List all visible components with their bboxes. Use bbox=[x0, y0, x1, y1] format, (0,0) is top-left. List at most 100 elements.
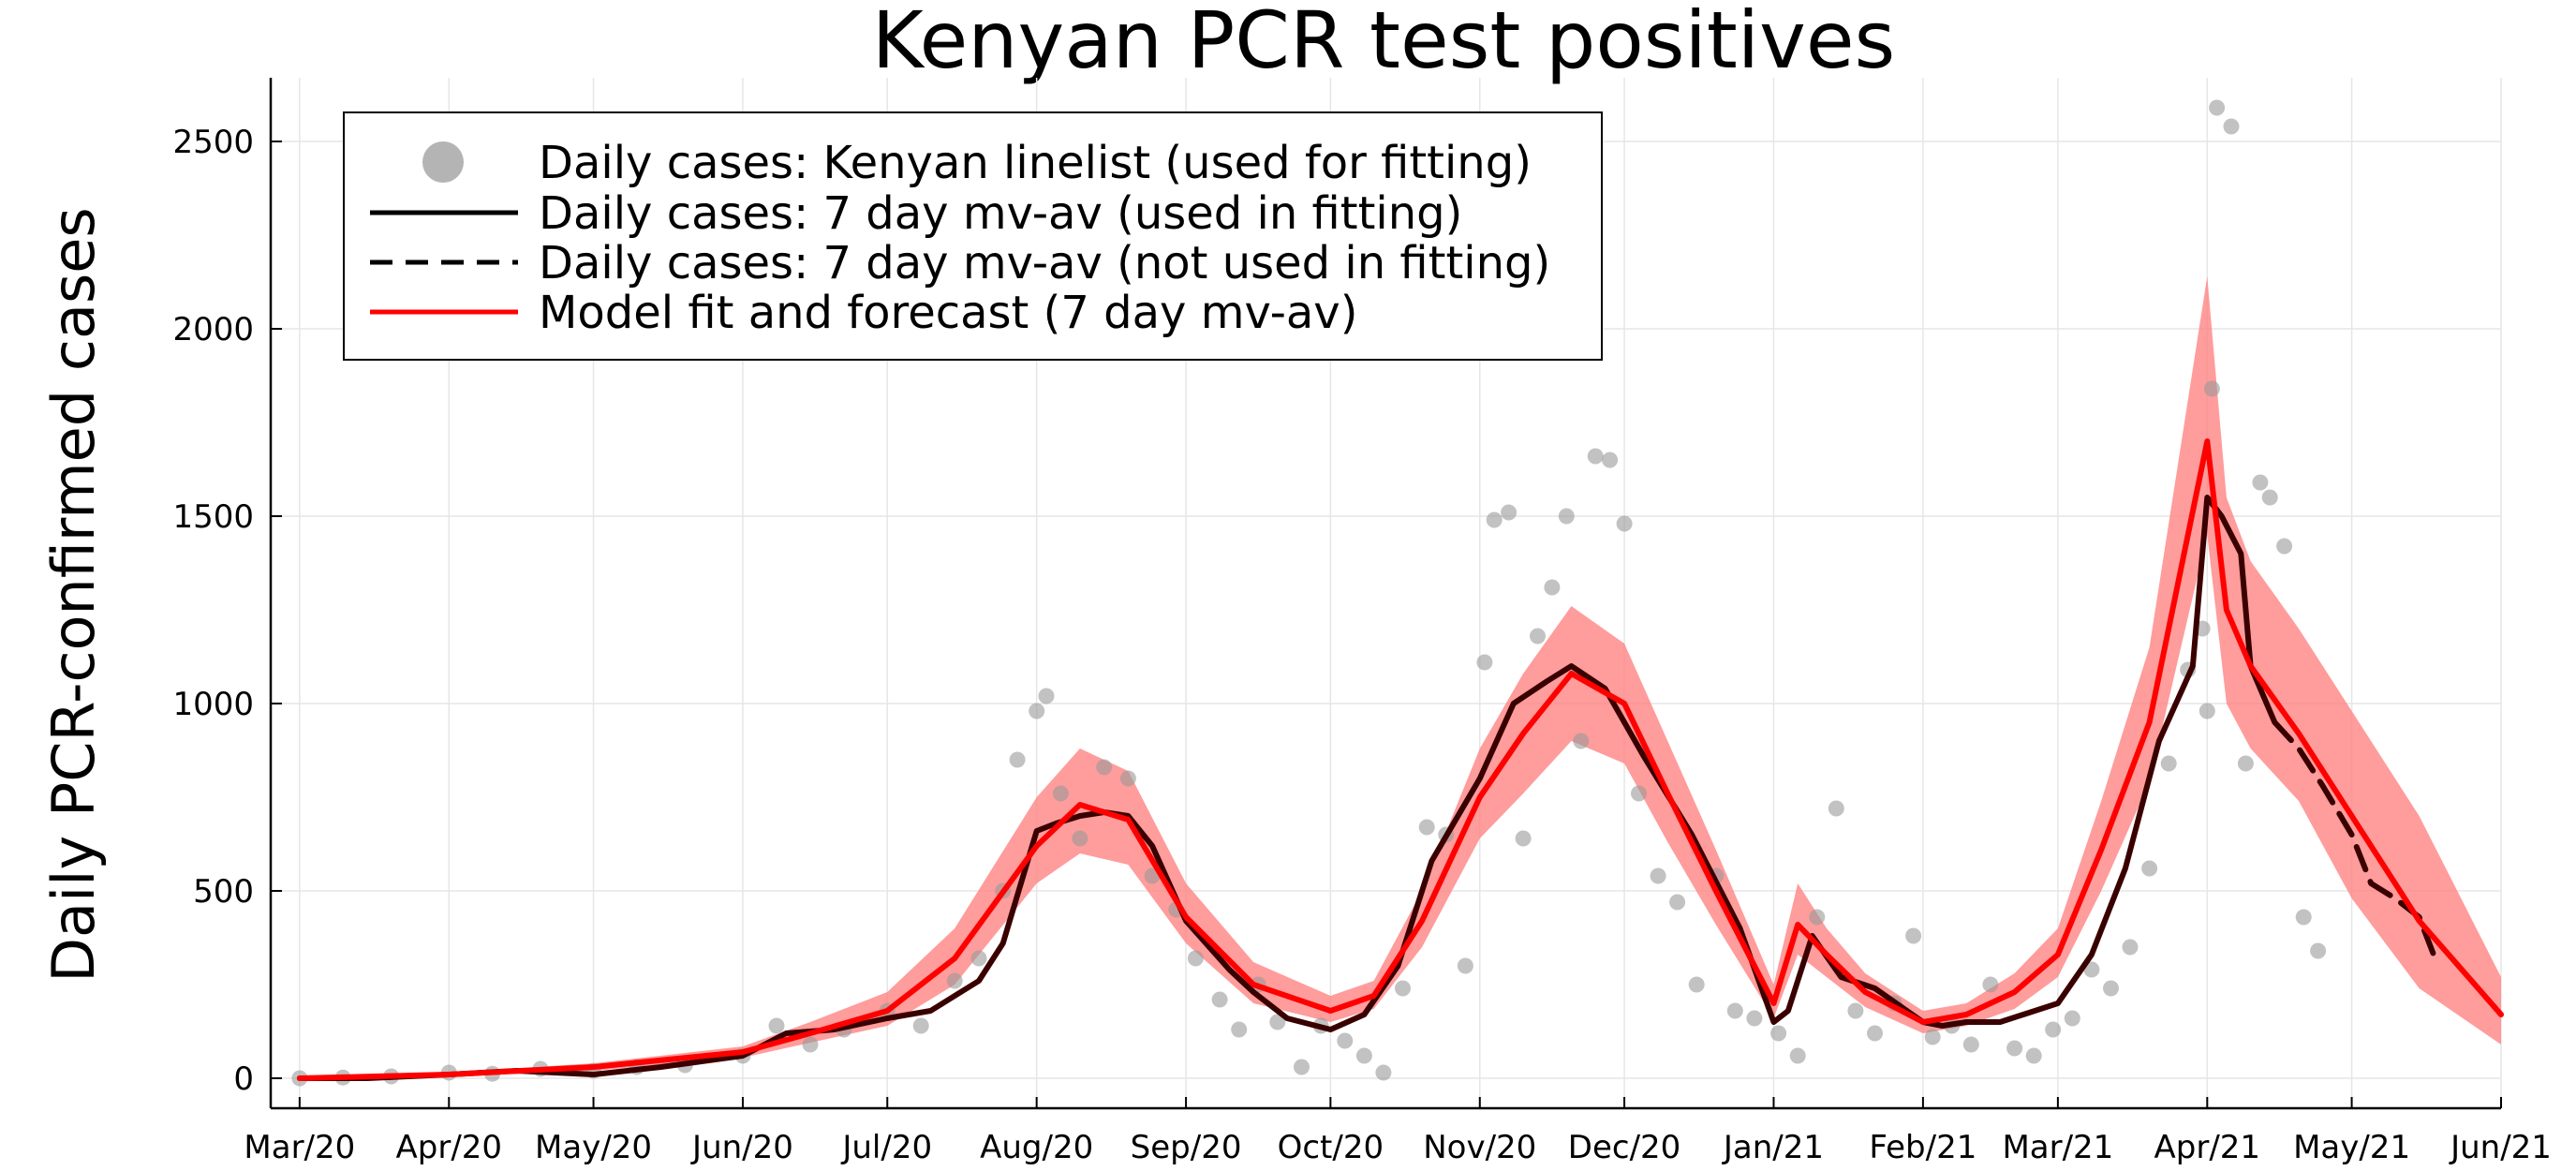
daily-case-point bbox=[1515, 830, 1532, 847]
daily-case-point bbox=[2223, 118, 2240, 135]
daily-case-point bbox=[2198, 703, 2215, 719]
x-tick-label: Sep/20 bbox=[1131, 1129, 1242, 1166]
daily-case-point bbox=[1187, 950, 1204, 967]
axes bbox=[269, 78, 2502, 1110]
daily-case-point bbox=[1573, 733, 1590, 749]
x-tick-label: May/20 bbox=[535, 1129, 652, 1166]
daily-case-point bbox=[1231, 1021, 1248, 1038]
daily-case-point bbox=[1587, 448, 1604, 465]
daily-case-point bbox=[2295, 909, 2312, 926]
legend-label-scatter: Daily cases: Kenyan linelist (used for f… bbox=[539, 137, 1532, 189]
daily-case-point bbox=[1072, 830, 1088, 847]
daily-case-point bbox=[1602, 452, 1619, 468]
daily-case-point bbox=[1688, 976, 1705, 993]
daily-case-point bbox=[946, 972, 963, 989]
x-tick-label: Jun/20 bbox=[690, 1129, 793, 1166]
daily-case-point bbox=[1052, 785, 1069, 802]
x-tick-label: May/21 bbox=[2293, 1129, 2410, 1166]
x-tick-label: Aug/20 bbox=[980, 1129, 1093, 1166]
legend-marker-scatter bbox=[422, 141, 464, 183]
y-axis-label: Daily PCR-confirmed cases bbox=[39, 207, 108, 982]
legend-label-model-line: Model fit and forecast (7 day mv-av) bbox=[539, 287, 1357, 339]
daily-case-point bbox=[1789, 1047, 1806, 1064]
daily-case-point bbox=[1029, 703, 1045, 719]
daily-case-point bbox=[1009, 751, 1026, 768]
daily-case-point bbox=[1395, 980, 1411, 997]
legend-box bbox=[343, 111, 1603, 361]
daily-case-point bbox=[1337, 1032, 1354, 1049]
daily-case-point bbox=[1616, 515, 1633, 532]
daily-case-point bbox=[1631, 785, 1647, 802]
daily-case-point bbox=[1828, 800, 1844, 817]
daily-case-point bbox=[1809, 909, 1826, 926]
y-tick-label: 1000 bbox=[172, 686, 254, 723]
daily-case-point bbox=[1726, 1002, 1743, 1019]
daily-case-point bbox=[1457, 957, 1473, 974]
daily-case-point bbox=[1905, 927, 1922, 944]
legend-label-used-line: Daily cases: 7 day mv-av (used in fittin… bbox=[539, 187, 1462, 240]
daily-case-point bbox=[2276, 538, 2293, 555]
daily-case-point bbox=[1770, 1025, 1787, 1042]
x-tick-label: Mar/21 bbox=[2002, 1129, 2113, 1166]
daily-case-point bbox=[2103, 980, 2119, 997]
observed-mv-av-used-line bbox=[296, 495, 2278, 1081]
y-tick-label: 0 bbox=[233, 1060, 254, 1098]
daily-case-point bbox=[1476, 654, 1493, 671]
daily-case-point bbox=[2310, 942, 2327, 959]
y-tick-label: 2000 bbox=[172, 311, 254, 348]
daily-case-point bbox=[2237, 755, 2254, 772]
x-tick-label: Mar/20 bbox=[244, 1129, 355, 1166]
daily-case-point bbox=[1558, 508, 1575, 525]
x-tick-label: Jul/20 bbox=[840, 1129, 932, 1166]
x-tick-label: Nov/20 bbox=[1423, 1129, 1536, 1166]
y-tick-label: 500 bbox=[193, 873, 254, 911]
x-tick-label: Apr/20 bbox=[396, 1129, 503, 1166]
legend-label-unused-line: Daily cases: 7 day mv-av (not used in fi… bbox=[539, 237, 1550, 289]
model-fit-line bbox=[296, 438, 2504, 1081]
daily-case-point bbox=[1650, 867, 1666, 884]
y-tick-label: 1500 bbox=[172, 498, 254, 536]
daily-case-point bbox=[1746, 1010, 1763, 1027]
daily-case-point bbox=[2141, 860, 2158, 877]
daily-case-point bbox=[1269, 1014, 1286, 1030]
daily-case-point bbox=[2252, 474, 2269, 491]
daily-case-point bbox=[1962, 1036, 1979, 1053]
daily-case-point bbox=[1211, 991, 1228, 1008]
daily-case-point bbox=[912, 1017, 929, 1034]
daily-case-point bbox=[1375, 1064, 1392, 1081]
daily-case-point bbox=[2006, 1040, 2023, 1057]
daily-case-point bbox=[1355, 1047, 1372, 1064]
daily-case-point bbox=[2209, 99, 2226, 116]
daily-case-point bbox=[2025, 1047, 2042, 1064]
chart-title: Kenyan PCR test positives bbox=[872, 0, 1896, 86]
daily-case-point bbox=[1119, 770, 1136, 787]
daily-case-point bbox=[2083, 961, 2100, 978]
daily-case-point bbox=[2261, 489, 2278, 506]
x-tick-label: Dec/20 bbox=[1568, 1129, 1681, 1166]
x-tick-label: Apr/21 bbox=[2154, 1129, 2261, 1166]
daily-case-point bbox=[970, 950, 987, 967]
daily-case-point bbox=[2045, 1021, 2062, 1038]
x-tick-label: Oct/20 bbox=[1278, 1129, 1384, 1166]
daily-case-point bbox=[1096, 759, 1113, 776]
series-lines-layer bbox=[296, 438, 2504, 1081]
daily-case-point bbox=[1544, 579, 1561, 596]
daily-case-point bbox=[768, 1017, 785, 1034]
daily-case-point bbox=[2160, 755, 2177, 772]
tick-labels: 0 500 1000 1500 2000 2500 Mar/20 Apr/20 May/20 Ju… bbox=[172, 124, 2551, 1166]
y-tick-label: 2500 bbox=[172, 124, 254, 161]
daily-case-point bbox=[1486, 511, 1503, 528]
x-tick-label: Feb/21 bbox=[1869, 1129, 1976, 1166]
daily-case-point bbox=[1501, 504, 1517, 521]
daily-case-point bbox=[1847, 1002, 1864, 1019]
daily-case-point bbox=[1867, 1025, 1883, 1042]
daily-case-point bbox=[802, 1036, 819, 1053]
x-tick-label: Jun/21 bbox=[2449, 1129, 2552, 1166]
daily-case-point bbox=[1669, 894, 1686, 911]
legend: Daily cases: Kenyan linelist (used for f… bbox=[343, 111, 1603, 361]
daily-case-point bbox=[2064, 1010, 2080, 1027]
daily-case-point bbox=[1418, 819, 1435, 836]
daily-case-point bbox=[2203, 380, 2220, 397]
daily-case-point bbox=[1038, 688, 1055, 704]
daily-case-point bbox=[1294, 1059, 1310, 1075]
